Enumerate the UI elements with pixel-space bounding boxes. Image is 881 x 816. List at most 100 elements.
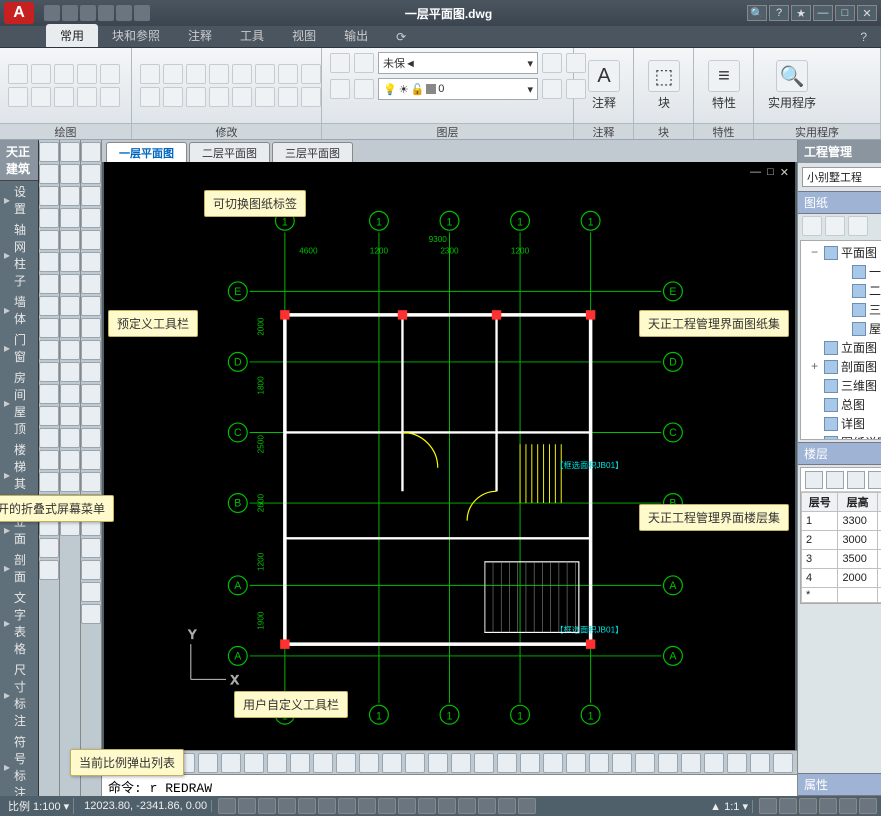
left-item[interactable]: ▸门 窗 (0, 329, 38, 367)
join-icon[interactable] (255, 87, 275, 107)
move-icon[interactable] (140, 64, 160, 84)
drawing-tab-3[interactable]: 三层平面图 (272, 142, 353, 162)
tree-node[interactable]: 总图 (803, 395, 881, 414)
vtool-icon[interactable] (81, 318, 101, 338)
btool-icon[interactable] (382, 753, 402, 773)
vtool-icon[interactable] (39, 538, 59, 558)
status-btn-icon[interactable] (438, 798, 456, 814)
status-btn-icon[interactable] (799, 798, 817, 814)
section-drawings[interactable]: 图纸⌃ (798, 191, 881, 214)
floor-tb-icon[interactable] (868, 471, 881, 489)
vtool-icon[interactable] (39, 164, 59, 184)
command-line[interactable]: 命令: r REDRAW (102, 774, 797, 796)
vtool-icon[interactable] (39, 406, 59, 426)
ribbon-tab-view[interactable]: 视图 (278, 24, 330, 47)
status-btn-icon[interactable] (478, 798, 496, 814)
btool-icon[interactable] (704, 753, 724, 773)
project-combo[interactable]: 小别墅工程▾ (802, 167, 881, 187)
drawing-tab-2[interactable]: 二层平面图 (189, 142, 270, 162)
star-icon[interactable]: ★ (791, 5, 811, 21)
status-btn-icon[interactable] (518, 798, 536, 814)
left-item[interactable]: ▸轴网柱子 (0, 219, 38, 291)
vtool-icon[interactable] (60, 142, 80, 162)
vtool-icon[interactable] (81, 296, 101, 316)
trim-icon[interactable] (255, 64, 275, 84)
btool-icon[interactable] (750, 753, 770, 773)
vtool-icon[interactable] (60, 318, 80, 338)
array-icon[interactable] (301, 64, 321, 84)
vtool-icon[interactable] (81, 230, 101, 250)
fillet-icon[interactable] (186, 87, 206, 107)
vtool-icon[interactable] (39, 384, 59, 404)
vtool-icon[interactable] (39, 362, 59, 382)
vtool-icon[interactable] (39, 296, 59, 316)
status-btn-icon[interactable] (859, 798, 877, 814)
vtool-icon[interactable] (81, 450, 101, 470)
vtool-icon[interactable] (60, 472, 80, 492)
status-right-scale[interactable]: ▲ 1:1 ▾ (706, 800, 753, 813)
vtool-icon[interactable] (81, 538, 101, 558)
section-props[interactable]: 属性⌄ (798, 773, 881, 796)
btool-icon[interactable] (290, 753, 310, 773)
vtool-icon[interactable] (60, 186, 80, 206)
tree-node[interactable]: 二层平面图 (803, 281, 881, 300)
vtool-icon[interactable] (60, 428, 80, 448)
status-btn-icon[interactable] (418, 798, 436, 814)
vtool-icon[interactable] (81, 560, 101, 580)
vtool-icon[interactable] (39, 274, 59, 294)
chamfer-icon[interactable] (209, 87, 229, 107)
tree-node[interactable]: 屋顶平面图 (803, 319, 881, 338)
vtool-icon[interactable] (81, 384, 101, 404)
table-row[interactable]: 23000二层平面图 (802, 531, 881, 550)
qat-print-icon[interactable] (134, 5, 150, 21)
vtool-icon[interactable] (81, 186, 101, 206)
rotate-icon[interactable] (186, 64, 206, 84)
close-button[interactable]: ✕ (857, 5, 877, 21)
vtool-icon[interactable] (60, 274, 80, 294)
layer-props-icon[interactable] (330, 53, 350, 73)
qat-new-icon[interactable] (44, 5, 60, 21)
left-item[interactable]: ▸尺寸标注 (0, 659, 38, 731)
btool-icon[interactable] (451, 753, 471, 773)
status-btn-icon[interactable] (498, 798, 516, 814)
ribbon-tab-output[interactable]: 输出 (330, 24, 382, 47)
floor-tb-icon[interactable] (805, 471, 823, 489)
status-btn-icon[interactable] (318, 798, 336, 814)
vtool-icon[interactable] (60, 208, 80, 228)
layer-iso-icon[interactable] (330, 79, 350, 99)
floor-tb-icon[interactable] (826, 471, 844, 489)
qat-open-icon[interactable] (62, 5, 78, 21)
canvas-close-icon[interactable]: ✕ (780, 166, 789, 179)
annotate-button[interactable]: A注释 (582, 56, 626, 115)
btool-icon[interactable] (405, 753, 425, 773)
layer-off-icon[interactable] (354, 79, 374, 99)
ribbon-tab-block[interactable]: 块和参照 (98, 24, 174, 47)
vtool-icon[interactable] (39, 186, 59, 206)
qat-redo-icon[interactable] (116, 5, 132, 21)
btool-icon[interactable] (520, 753, 540, 773)
tree-tb-icon[interactable] (848, 216, 868, 236)
vtool-icon[interactable] (81, 274, 101, 294)
vtool-icon[interactable] (39, 560, 59, 580)
vtool-icon[interactable] (60, 340, 80, 360)
layer-tool3-icon[interactable] (542, 79, 562, 99)
status-btn-icon[interactable] (839, 798, 857, 814)
tree-node[interactable]: 立面图 (803, 338, 881, 357)
vtool-icon[interactable] (39, 208, 59, 228)
table-row[interactable]: 33500三层平面图 (802, 550, 881, 569)
btool-icon[interactable] (727, 753, 747, 773)
props-button[interactable]: ≡特性 (702, 56, 746, 115)
status-btn-icon[interactable] (458, 798, 476, 814)
status-btn-icon[interactable] (378, 798, 396, 814)
vtool-icon[interactable] (60, 296, 80, 316)
vtool-icon[interactable] (39, 230, 59, 250)
vtool-icon[interactable] (81, 142, 101, 162)
ribbon-tab-annotate[interactable]: 注释 (174, 24, 226, 47)
btool-icon[interactable] (635, 753, 655, 773)
vtool-icon[interactable] (81, 472, 101, 492)
ribbon-tab-common[interactable]: 常用 (46, 24, 98, 47)
circle-icon[interactable] (54, 64, 74, 84)
ellipse-icon[interactable] (8, 87, 28, 107)
layer-tool1-icon[interactable] (542, 53, 562, 73)
vtool-icon[interactable] (39, 472, 59, 492)
